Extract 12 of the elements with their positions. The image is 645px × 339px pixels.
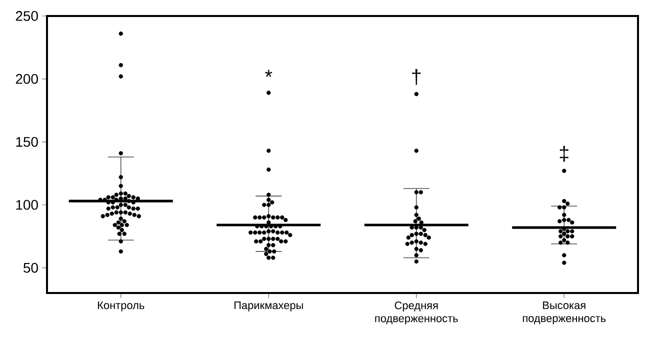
y-tick-label: 250 [16,11,38,21]
y-tick-label: 150 [16,136,38,147]
annotation: * [265,70,272,77]
y-tick-label: 200 [16,74,38,84]
annotation: † [412,69,421,85]
annotation: ‡ [560,146,568,162]
x-tick-label: Средняя подверженность [375,302,458,324]
x-tick-label: Парикмахеры [234,302,303,312]
y-tick-label: 50 [24,262,38,273]
x-tick-label: Контроль [98,302,144,312]
x-tick-label: Высокая подверженность [522,302,606,324]
y-tick-label: 100 [16,200,38,210]
